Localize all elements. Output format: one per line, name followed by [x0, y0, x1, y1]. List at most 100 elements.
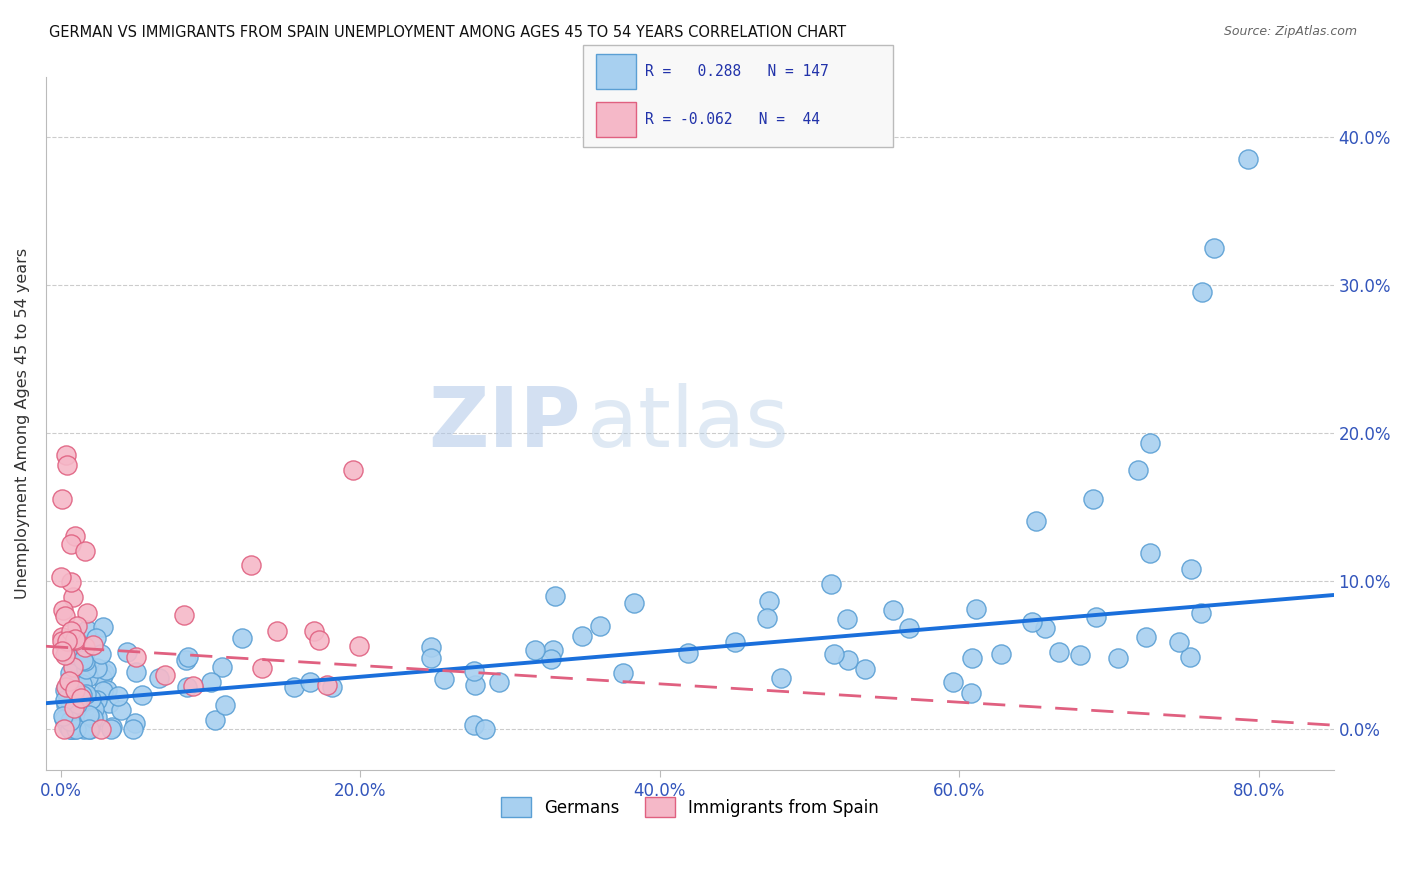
Point [94, 663, 117, 677]
Point [84, 631, 107, 645]
Point [59, 722, 82, 736]
Point [55, 647, 77, 661]
Point [72, 653, 94, 667]
Point [211, 660, 233, 674]
Point [91, 620, 114, 634]
Point [420, 651, 443, 665]
Point [73, 703, 96, 717]
Point [474, 722, 496, 736]
Point [59, 722, 82, 736]
Point [571, 629, 593, 643]
Point [70, 690, 93, 704]
Point [183, 679, 205, 693]
Point [69, 680, 91, 694]
Point [148, 671, 170, 685]
Y-axis label: Unemployment Among Ages 45 to 54 years: Unemployment Among Ages 45 to 54 years [15, 248, 30, 599]
Point [1025, 515, 1047, 529]
Point [758, 594, 780, 608]
Point [321, 681, 343, 695]
Point [308, 632, 330, 647]
Point [97, 696, 120, 710]
Point [67, 720, 90, 734]
Point [942, 675, 965, 690]
Point [1107, 651, 1129, 665]
Point [73, 544, 96, 558]
Point [589, 618, 612, 632]
Point [66, 680, 89, 694]
Point [52, 603, 75, 617]
Point [835, 612, 858, 626]
Point [82, 711, 104, 725]
Point [79, 691, 101, 706]
Point [75, 693, 97, 707]
Point [73, 640, 96, 654]
Point [62, 590, 84, 604]
Point [73, 643, 96, 657]
Point [66, 619, 89, 633]
Point [214, 698, 236, 713]
Point [79, 722, 101, 736]
Text: Source: ZipAtlas.com: Source: ZipAtlas.com [1223, 25, 1357, 38]
Point [1168, 635, 1191, 649]
Point [75, 655, 97, 669]
Point [62, 720, 84, 734]
Point [266, 624, 288, 639]
Point [540, 651, 562, 665]
Point [63, 632, 86, 646]
Point [1069, 648, 1091, 662]
Point [543, 642, 565, 657]
Point [678, 646, 700, 660]
Point [299, 675, 322, 690]
Point [72, 688, 94, 702]
Point [1135, 630, 1157, 644]
Point [59, 665, 82, 680]
Point [174, 653, 197, 667]
Point [55, 680, 77, 694]
Point [1139, 436, 1161, 450]
Bar [596, 102, 636, 137]
Point [59, 634, 82, 648]
Point [60, 574, 83, 589]
Point [62, 701, 84, 715]
Point [1139, 546, 1161, 560]
Point [463, 664, 485, 678]
Point [131, 688, 153, 702]
Point [75, 662, 97, 676]
Point [63, 529, 86, 543]
Point [72, 677, 94, 691]
Point [60, 691, 83, 706]
Text: ZIP: ZIP [427, 384, 581, 464]
Point [125, 649, 148, 664]
Point [82, 639, 104, 653]
Point [965, 601, 987, 615]
Point [204, 714, 226, 728]
Point [960, 686, 983, 700]
Point [62, 660, 84, 674]
Point [250, 661, 273, 675]
Point [58, 714, 80, 728]
Point [960, 650, 983, 665]
Point [53, 609, 76, 624]
Point [79, 720, 101, 734]
Point [173, 608, 195, 623]
Point [612, 666, 634, 681]
Point [51, 633, 73, 648]
Point [76, 623, 98, 637]
Point [90, 648, 112, 662]
Point [51, 630, 73, 644]
Point [73, 685, 96, 699]
Point [76, 606, 98, 620]
Point [1191, 285, 1213, 299]
Point [756, 611, 779, 625]
Point [231, 631, 253, 645]
Point [51, 643, 73, 657]
Point [488, 674, 510, 689]
Text: R =   0.288   N = 147: R = 0.288 N = 147 [645, 63, 830, 78]
Point [433, 672, 456, 686]
Point [77, 707, 100, 722]
Point [1128, 462, 1150, 476]
Point [91, 671, 114, 685]
Point [65, 633, 87, 648]
Point [543, 590, 565, 604]
Point [52, 712, 75, 726]
